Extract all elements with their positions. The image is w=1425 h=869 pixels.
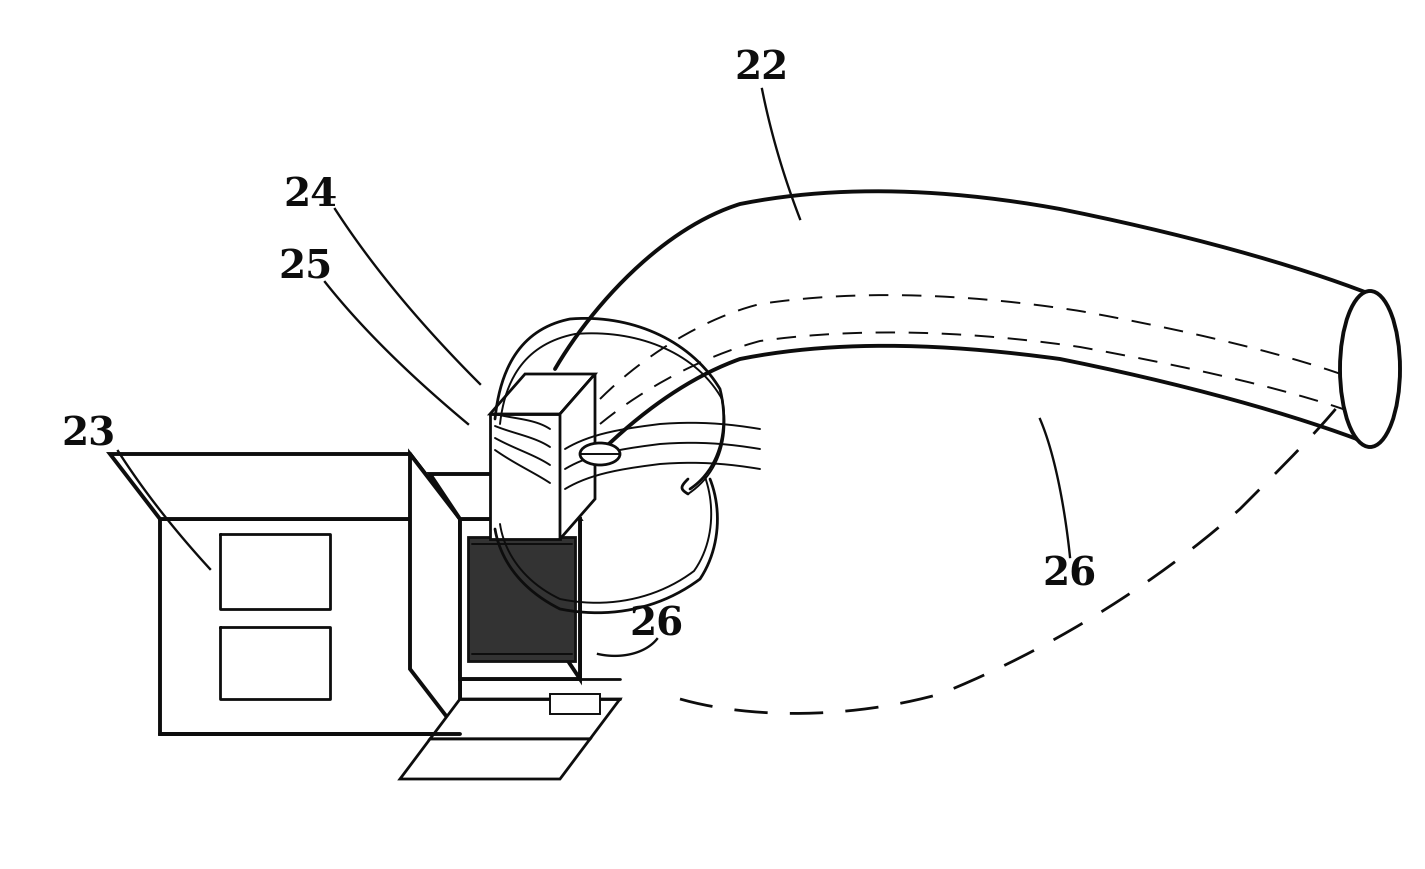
Polygon shape (490, 375, 596, 415)
Polygon shape (400, 740, 590, 779)
Ellipse shape (1340, 292, 1399, 448)
Ellipse shape (580, 443, 620, 466)
Polygon shape (160, 520, 460, 734)
Text: 22: 22 (735, 49, 789, 87)
Polygon shape (467, 537, 576, 661)
Polygon shape (560, 375, 596, 540)
Polygon shape (490, 415, 560, 540)
Polygon shape (430, 700, 620, 740)
Text: 25: 25 (278, 249, 332, 287)
Polygon shape (550, 694, 600, 714)
Polygon shape (410, 454, 460, 734)
Polygon shape (554, 192, 1369, 484)
Text: 23: 23 (61, 415, 115, 454)
Polygon shape (110, 454, 460, 520)
Text: 26: 26 (1043, 555, 1097, 594)
Text: 24: 24 (284, 176, 338, 214)
Polygon shape (430, 474, 580, 520)
Polygon shape (460, 520, 580, 680)
Polygon shape (550, 474, 580, 680)
Text: 26: 26 (630, 606, 684, 643)
